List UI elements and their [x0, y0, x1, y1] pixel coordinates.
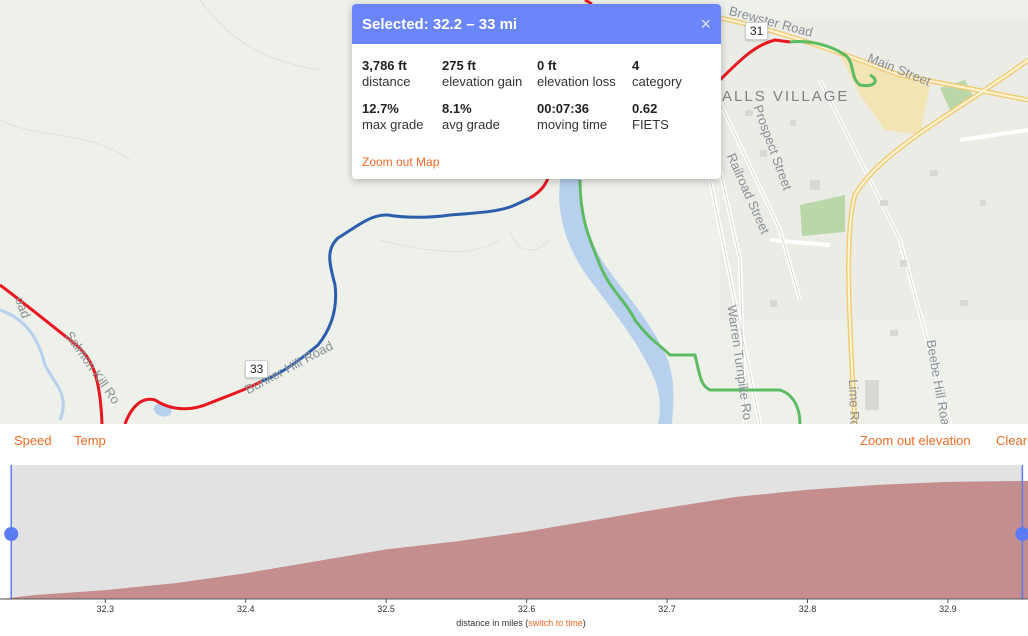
stat-moving-time: 00:07:36 moving time — [537, 101, 632, 132]
stat-value: 12.7% — [362, 101, 399, 116]
x-axis-ticks: 32.3 32.4 32.5 32.6 32.7 32.8 32.9 — [97, 599, 957, 614]
speed-toggle[interactable]: Speed — [14, 433, 52, 448]
mile-marker-33[interactable]: 33 — [245, 360, 269, 378]
stat-label: moving time — [537, 117, 608, 132]
route-red-top[interactable] — [718, 38, 791, 82]
selection-handle-right[interactable] — [1015, 527, 1028, 541]
stat-value: 00:07:36 — [537, 101, 590, 116]
map[interactable]: ALLS VILLAGE Brewster Road Main Street P… — [0, 0, 1028, 424]
stat-value: 0.62 — [632, 101, 658, 116]
zoom-out-map-link[interactable]: Zoom out Map — [362, 155, 440, 169]
stat-avg-grade: 8.1% avg grade — [442, 101, 537, 132]
stat-label: category — [632, 74, 682, 89]
stat-category: 4 category — [632, 58, 712, 89]
stat-distance: 3,786 ft distance — [362, 58, 442, 89]
route-selected-blue[interactable] — [261, 196, 531, 383]
route-green[interactable] — [578, 40, 877, 424]
stat-value: 4 — [632, 58, 640, 73]
stat-value: 8.1% — [442, 101, 472, 116]
mile-marker-31[interactable]: 31 — [745, 22, 769, 40]
stats-grid: 3,786 ft distance 275 ft elevation gain 0 … — [352, 44, 721, 132]
x-tick-label: 32.7 — [658, 604, 676, 614]
temp-toggle[interactable]: Temp — [74, 433, 106, 448]
x-tick-label: 32.3 — [97, 604, 115, 614]
lime-road-label: Lime Ro — [845, 379, 863, 424]
close-icon[interactable]: × — [700, 13, 711, 34]
x-tick-label: 32.5 — [377, 604, 395, 614]
road-outlines — [699, 59, 951, 424]
selection-popup: Selected: 32.2 – 33 mi × 3,786 ft distanc… — [352, 4, 721, 179]
stat-label: distance — [362, 74, 411, 89]
zoom-out-elevation-link[interactable]: Zoom out elevation — [860, 433, 971, 448]
clear-link[interactable]: Clear — [996, 433, 1028, 448]
elevation-area — [0, 480, 1028, 599]
map-canvas[interactable] — [0, 0, 1028, 424]
stat-label: elevation gain — [442, 74, 523, 89]
stat-max-grade: 12.7% max grade — [362, 101, 442, 132]
stat-label: FIETS — [632, 117, 669, 132]
route-red-mid[interactable] — [529, 177, 550, 200]
selection-handle-left[interactable] — [4, 527, 19, 541]
x-tick-label: 32.6 — [518, 604, 536, 614]
stat-fiets: 0.62 FIETS — [632, 101, 712, 132]
popup-header: Selected: 32.2 – 33 mi × — [352, 4, 721, 44]
popup-title: Selected: 32.2 – 33 mi — [362, 15, 518, 33]
stat-label: max grade — [362, 117, 424, 132]
stat-elevation-gain: 275 ft elevation gain — [442, 58, 537, 89]
stat-value: 0 ft — [537, 58, 557, 73]
buildings — [745, 110, 986, 410]
switch-to-time-link[interactable]: switch to time — [528, 618, 583, 628]
town-label: ALLS VILLAGE — [722, 88, 850, 105]
stream — [0, 308, 65, 421]
x-axis-label: distance in miles (switch to time) — [456, 618, 586, 628]
stat-value: 275 ft — [442, 58, 476, 73]
park — [800, 195, 845, 236]
x-tick-label: 32.8 — [799, 604, 817, 614]
stat-label: avg grade — [442, 117, 500, 132]
stat-label: elevation loss — [537, 74, 616, 89]
x-tick-label: 32.9 — [939, 604, 957, 614]
stat-value: 3,786 ft — [362, 58, 407, 73]
stat-elevation-loss: 0 ft elevation loss — [537, 58, 632, 89]
commercial-area — [840, 55, 930, 135]
route-red-left[interactable] — [0, 283, 104, 424]
x-tick-label: 32.4 — [237, 604, 255, 614]
elevation-chart[interactable]: 32.3 32.4 32.5 32.6 32.7 32.8 32.9 distance in… — [0, 462, 1028, 636]
route-red-bottom[interactable] — [123, 379, 263, 424]
river — [559, 170, 674, 424]
contours — [0, 0, 551, 253]
